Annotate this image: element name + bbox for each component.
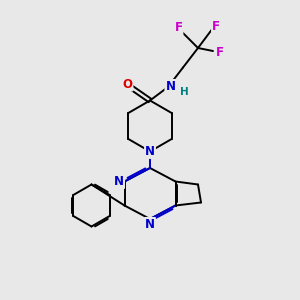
Text: N: N	[145, 218, 155, 231]
Text: N: N	[145, 145, 155, 158]
Text: F: F	[175, 21, 182, 34]
Text: H: H	[180, 87, 189, 98]
Text: F: F	[216, 46, 224, 59]
Text: O: O	[122, 77, 133, 91]
Text: F: F	[212, 20, 220, 33]
Text: N: N	[114, 175, 124, 188]
Text: N: N	[165, 80, 176, 93]
